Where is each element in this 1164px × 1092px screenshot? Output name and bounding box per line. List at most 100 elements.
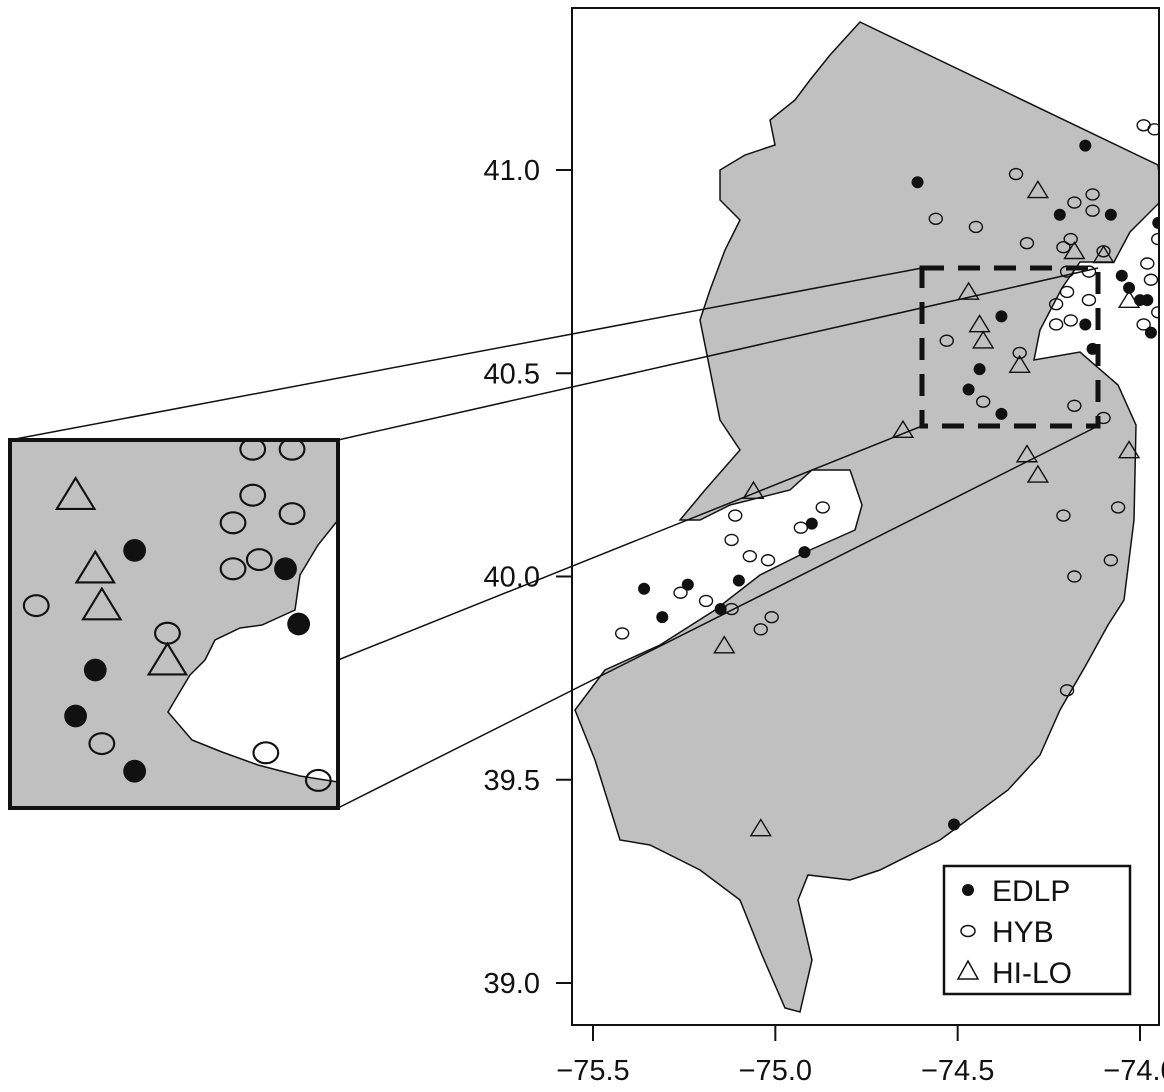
inset-hyb-store-marker: [252, 741, 280, 765]
hyb-store-marker: [698, 594, 714, 608]
hyb-store-marker: [1081, 293, 1097, 307]
inset-hi-lo-store-marker: [74, 549, 116, 584]
edlp-store-marker: [962, 383, 975, 396]
edlp-store-marker: [681, 578, 694, 591]
edlp-store-marker: [995, 310, 1008, 323]
inset-edlp-store-marker: [64, 704, 87, 728]
hyb-store-marker: [1140, 257, 1155, 270]
hyb-store-marker: [724, 533, 739, 547]
hyb-store-marker: [1067, 399, 1082, 412]
inset-hi-lo-store-marker: [146, 641, 189, 676]
hyb-store-marker: [1110, 501, 1126, 514]
hi-lo-store-marker: [1063, 240, 1086, 260]
hyb-store-marker: [1151, 232, 1159, 246]
inset-edlp-store-marker: [123, 539, 147, 562]
hyb-store-marker: [1059, 285, 1075, 299]
hyb-store-marker: [1008, 167, 1024, 181]
hyb-store-marker: [760, 554, 776, 567]
x-tick-label: −74.0: [1103, 1055, 1164, 1087]
inset-edlp-store-marker: [274, 557, 297, 581]
y-tick-label: 40.0: [484, 562, 540, 594]
hyb-store-marker: [815, 501, 830, 514]
zoom-connector-lines: [9, 267, 1099, 809]
inset-hi-lo-store-marker: [81, 586, 123, 621]
hyb-store-marker: [1056, 509, 1071, 522]
hyb-store-marker: [1067, 570, 1082, 583]
hi-lo-store-marker: [713, 635, 736, 654]
plot-frame: [571, 7, 1160, 1026]
edlp-store-marker: [948, 818, 961, 831]
legend-item-edlp: EDLP: [962, 875, 1070, 908]
hyb-store-marker: [1059, 684, 1075, 697]
hyb-store-marker: [728, 509, 743, 522]
hyb-store-marker: [1136, 318, 1151, 331]
inset-hyb-store-marker: [304, 768, 332, 792]
edlp-store-marker: [995, 407, 1008, 420]
hyb-store-marker: [1143, 273, 1159, 286]
y-tick-label: 40.5: [484, 358, 540, 390]
inset-hyb-store-marker: [278, 440, 306, 461]
hi-lo-store-marker: [1117, 440, 1141, 459]
inset-hi-lo-store-marker: [300, 395, 338, 426]
edlp-store-marker: [798, 546, 811, 559]
hyb-store-marker: [975, 395, 991, 408]
map-panel: [574, 21, 1159, 1013]
edlp-store-marker: [973, 363, 986, 376]
inset-hyb-store-marker: [219, 511, 247, 535]
inset-edlp-store-marker: [123, 759, 147, 783]
new-jersey-landmass: [574, 21, 1159, 1013]
inset-hyb-store-marker: [219, 557, 247, 581]
edlp-store-marker: [1053, 208, 1066, 221]
hi-lo-store-marker: [742, 480, 765, 500]
hi-lo-store-marker: [1092, 245, 1115, 264]
legend-label-hyb: HYB: [992, 916, 1054, 949]
hyb-store-marker: [1063, 232, 1078, 246]
hyb-store-marker: [753, 623, 768, 636]
edlp-store-marker: [1152, 216, 1159, 229]
inset-hyb-store-marker: [22, 594, 50, 618]
hi-lo-store-marker: [1026, 464, 1050, 483]
x-tick-label: −75.0: [739, 1055, 812, 1087]
inset-edlp-store-marker: [287, 612, 311, 636]
edlp-store-marker: [714, 603, 727, 616]
legend-label-edlp: EDLP: [992, 875, 1070, 908]
hyb-store-marker: [1147, 123, 1159, 136]
inset-hyb-store-marker: [88, 732, 116, 756]
legend-marker-edlp: [962, 884, 974, 896]
y-tick-label: 41.0: [484, 155, 540, 187]
legend-label-hilo: HI-LO: [992, 957, 1072, 990]
hi-lo-store-marker: [1026, 179, 1050, 199]
inset-store-markers: [22, 395, 363, 792]
hi-lo-store-marker: [957, 281, 980, 300]
legend-item-hilo: HI-LO: [956, 957, 1072, 990]
inset-edlp-store-marker: [340, 447, 363, 470]
y-tick-label: 39.5: [484, 765, 540, 797]
hi-lo-store-marker: [972, 330, 995, 349]
y-tick-label: 39.0: [484, 968, 540, 1000]
y-axis: 39.0 39.5 40.0 40.5 41.0: [484, 155, 572, 1000]
x-axis: −75.5 −75.0 −74.5 −74.0: [556, 1025, 1164, 1087]
hyb-store-marker: [939, 334, 954, 347]
edlp-store-marker: [638, 582, 651, 595]
hyb-store-marker: [1103, 554, 1119, 567]
inset-hyb-store-marker: [245, 548, 273, 572]
zoom-region-box: [919, 265, 1101, 429]
edlp-store-marker: [1104, 208, 1117, 221]
hi-lo-store-marker: [1117, 289, 1141, 308]
hyb-store-marker: [968, 220, 984, 234]
hyb-store-marker: [1063, 314, 1078, 327]
hyb-store-marker: [764, 610, 779, 624]
hyb-store-marker: [1019, 236, 1035, 250]
hyb-store-marker: [1056, 241, 1071, 254]
hi-lo-store-marker: [749, 818, 772, 837]
hi-lo-store-marker: [891, 419, 915, 439]
inset-water: [167, 519, 338, 783]
hyb-store-marker: [1067, 196, 1082, 209]
edlp-store-marker: [1079, 139, 1092, 152]
legend-marker-hilo: [956, 959, 980, 980]
inset-hyb-store-marker: [239, 483, 267, 507]
x-tick-label: −74.5: [921, 1055, 994, 1087]
hyb-store-marker: [614, 627, 630, 640]
hyb-store-marker: [1085, 204, 1100, 217]
